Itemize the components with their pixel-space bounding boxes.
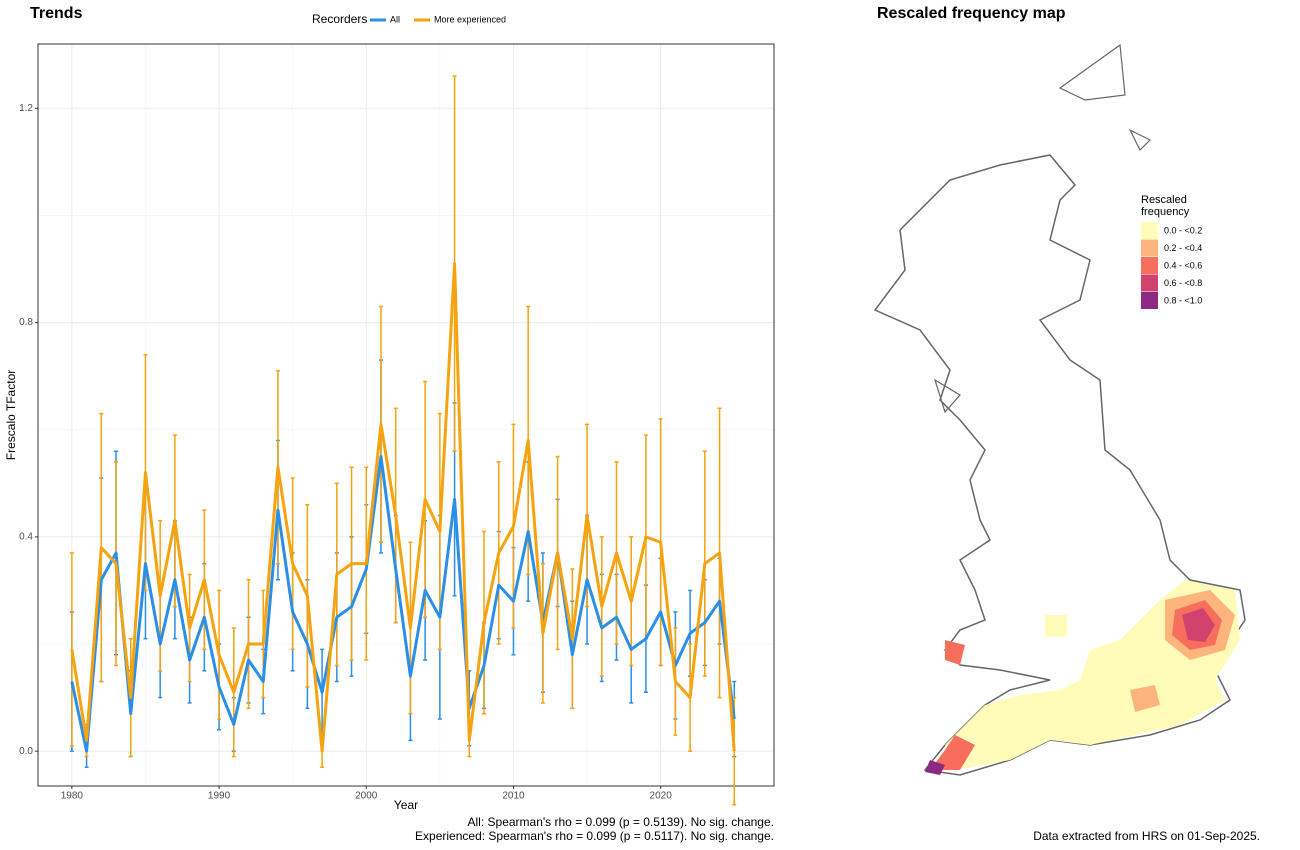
y-tick-label: 0.8 (19, 317, 33, 328)
x-tick-label: 1980 (61, 791, 84, 802)
plot-border (37, 43, 775, 787)
x-axis-label: Year (394, 798, 418, 812)
legend-label: 0.6 - <0.8 (1164, 278, 1202, 288)
region (1182, 608, 1215, 642)
legend-title: Recorders (312, 12, 367, 26)
legend-swatch (1141, 239, 1158, 257)
legend-label: More experienced (434, 14, 506, 24)
x-tick-label: 2010 (502, 791, 525, 802)
chart-title: Trends (30, 5, 83, 22)
legend-label: 0.8 - <1.0 (1164, 295, 1202, 305)
islands (933, 43, 1152, 414)
y-tick-label: 0.0 (19, 746, 33, 757)
region (945, 640, 965, 665)
series-line (70, 455, 736, 753)
y-tick-label: 1.2 (19, 103, 33, 114)
legend-label: All (390, 14, 400, 24)
y-axis-label: Frescalo TFactor (4, 370, 18, 460)
footnote: Data extracted from HRS on 01-Sep-2025. (1033, 829, 1260, 843)
legend-label: 0.0 - <0.2 (1164, 225, 1202, 235)
map-legend: 0.0 - <0.2 0.2 - <0.4 0.4 - <0.6 0.6 - <0.8… (1141, 222, 1202, 309)
x-tick-label: 2020 (650, 791, 673, 802)
legend-label: 0.2 - <0.4 (1164, 243, 1202, 253)
map-title: Rescaled frequency map (877, 5, 1066, 22)
region (930, 735, 975, 770)
note: All: Spearman's rho = 0.099 (p = 0.5139)… (468, 815, 774, 829)
region (925, 760, 945, 775)
series-line (70, 262, 736, 753)
note: Experienced: Spearman's rho = 0.099 (p =… (415, 829, 774, 843)
y-tick-label: 0.4 (19, 532, 33, 543)
legend-swatch (1141, 257, 1158, 274)
legend-label: 0.4 - <0.6 (1164, 260, 1202, 270)
map-legend-title: Rescaled (1141, 194, 1187, 206)
legend-swatch (1141, 274, 1158, 292)
x-tick-label: 2000 (355, 791, 378, 802)
legend-swatch (1141, 222, 1158, 239)
plot-area: 0.0 0.4 0.8 1.2 1980 1990 2000 2010 2020 All More … (19, 14, 775, 806)
map (873, 43, 1246, 776)
map-legend-title: frequency (1141, 206, 1190, 218)
coastline (873, 154, 1246, 776)
region (1045, 615, 1067, 637)
x-tick-label: 1990 (208, 791, 231, 802)
legend-swatch (1141, 292, 1158, 309)
region (1130, 685, 1160, 712)
